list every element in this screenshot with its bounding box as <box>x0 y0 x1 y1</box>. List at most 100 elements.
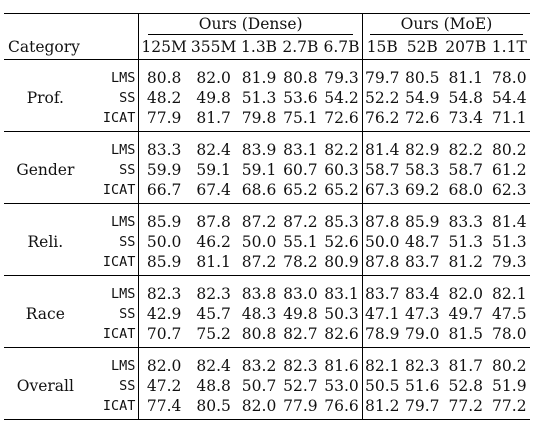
dense-value-cell: 77.9 <box>146 109 182 127</box>
dense-value-cell: 81.1 <box>196 253 231 271</box>
dense-value-cell: 80.8 <box>146 69 182 87</box>
dense-value-cell: 50.7 <box>241 377 277 395</box>
dense-value-cell: 79.8 <box>241 109 277 127</box>
dense-value-cell: 51.3 <box>241 89 277 107</box>
dense-value-cell: 82.4 <box>196 141 231 159</box>
dense-value-cell: 67.4 <box>196 181 231 199</box>
table-row: ICAT 85.9 81.1 87.2 78.2 80.9 87.8 83.7 81.2 79.3 <box>4 252 530 272</box>
dense-value-cell: 42.9 <box>146 305 182 323</box>
dense-value-cell: 80.5 <box>196 397 231 415</box>
moe-value-cell: 73.4 <box>448 109 484 127</box>
moe-value-cell: 58.3 <box>404 161 440 179</box>
moe-value-cell: 76.2 <box>361 108 402 128</box>
table-row: ICAT 66.7 67.4 68.6 65.2 65.2 67.3 69.2 68.0 62.3 <box>4 180 530 200</box>
moe-value-cell: 51.9 <box>492 377 527 395</box>
moe-value-cell: 87.8 <box>361 252 402 272</box>
moe-value-cell: 61.2 <box>492 161 527 179</box>
dense-value-cell: 59.9 <box>146 161 182 179</box>
moe-value-cell: 79.0 <box>404 325 440 343</box>
dense-value-cell: 82.7 <box>283 325 318 343</box>
moe-value-cell: 82.3 <box>404 357 440 375</box>
size-header: 2.7B <box>282 38 319 56</box>
dense-value-cell: 83.9 <box>241 141 277 159</box>
dense-value-cell: 81.6 <box>324 357 359 375</box>
dense-value-cell: 49.8 <box>283 305 318 323</box>
table-row: Gender LMS 83.3 82.4 83.9 83.1 82.2 81.4 82.9 82.… <box>4 140 530 179</box>
group-separator <box>4 275 530 284</box>
metric-label: ICAT <box>86 252 140 272</box>
moe-value-cell: 78.9 <box>361 324 402 344</box>
group-spacer <box>4 128 530 132</box>
group-separator <box>4 131 530 140</box>
dense-value-cell: 83.1 <box>283 141 318 159</box>
moe-value-cell: 82.2 <box>448 141 484 159</box>
moe-value-cell: 79.3 <box>492 253 527 271</box>
dense-value-cell: 52.6 <box>324 233 359 251</box>
dense-value-cell: 85.9 <box>146 213 182 231</box>
size-header: 52B <box>406 38 438 56</box>
group-separator <box>4 347 530 356</box>
metric-label: SS <box>86 88 140 108</box>
moe-value-cell: 87.8 <box>361 212 402 232</box>
dense-value-cell: 59.1 <box>241 161 277 179</box>
moe-value-cell: 83.7 <box>361 284 402 304</box>
table-row: Race LMS 82.3 82.3 83.8 83.0 83.1 83.7 83.4 82.0 8… <box>4 284 530 323</box>
dense-value-cell: 59.1 <box>196 161 231 179</box>
moe-value-cell: 81.2 <box>361 396 402 416</box>
moe-value-cell: 80.2 <box>492 141 527 159</box>
dense-value-cell: 83.2 <box>241 357 277 375</box>
moe-value-cell: 81.2 <box>448 253 484 271</box>
dense-value-cell: 50.0 <box>241 233 277 251</box>
table-row: SS 42.9 45.7 48.3 49.8 50.3 47.1 47.3 49.7 47.5 <box>4 304 530 324</box>
dense-value-cell: 55.1 <box>283 233 318 251</box>
group-separator <box>4 59 530 68</box>
moe-value-cell: 82.0 <box>448 285 484 303</box>
size-header: 15B <box>361 35 402 60</box>
moe-value-cell: 77.2 <box>492 397 527 415</box>
category-cell: Overall <box>16 377 74 395</box>
moe-value-cell: 58.7 <box>448 161 484 179</box>
moe-value-cell: 51.3 <box>492 233 527 251</box>
dense-value-cell: 83.8 <box>241 285 277 303</box>
dense-value-cell: 82.3 <box>283 357 318 375</box>
moe-group-header: Ours (MoE) <box>361 13 530 35</box>
dense-value-cell: 65.2 <box>283 181 318 199</box>
table-row: SS 50.0 46.2 50.0 55.1 52.6 50.0 48.7 51.3 51.3 <box>4 232 530 252</box>
dense-value-cell: 50.3 <box>324 305 359 323</box>
dense-value-cell: 83.3 <box>146 141 182 159</box>
table-row: SS 47.2 48.8 50.7 52.7 53.0 50.5 51.6 52.8 51.9 <box>4 376 530 396</box>
table-body: Ours (Dense) Ours (MoE) Category 125M 35… <box>4 13 530 420</box>
dense-value-cell: 54.2 <box>324 89 359 107</box>
dense-value-cell: 75.2 <box>196 325 231 343</box>
moe-value-cell: 47.5 <box>492 305 527 323</box>
dense-value-cell: 87.8 <box>196 213 231 231</box>
moe-value-cell: 80.5 <box>404 69 440 87</box>
table-row: Prof. LMS 80.8 82.0 81.9 80.8 79.3 79.7 80.5 81.1… <box>4 68 530 107</box>
dense-group-header: Ours (Dense) <box>139 14 363 35</box>
size-header: 1.1T <box>491 38 527 56</box>
dense-value-cell: 83.0 <box>283 285 318 303</box>
moe-value-cell: 78.0 <box>492 325 527 343</box>
moe-value-cell: 81.4 <box>492 213 527 231</box>
dense-value-cell: 81.9 <box>241 69 277 87</box>
table-row: SS 48.2 49.8 51.3 53.6 54.2 52.2 54.9 54.8 54.4 <box>4 88 530 108</box>
moe-value-cell: 82.9 <box>404 141 440 159</box>
dense-value-cell: 50.0 <box>146 233 182 251</box>
moe-value-cell: 79.7 <box>404 397 440 415</box>
moe-value-cell: 72.6 <box>404 109 440 127</box>
category-header: Category <box>8 38 80 56</box>
metric-label: ICAT <box>86 324 140 344</box>
moe-value-cell: 81.5 <box>448 325 484 343</box>
moe-value-cell: 50.5 <box>361 376 402 396</box>
group-separator <box>4 203 530 212</box>
metric-label: LMS <box>86 212 140 232</box>
metric-label: LMS <box>86 68 140 88</box>
moe-value-cell: 83.3 <box>448 213 484 231</box>
moe-value-cell: 58.7 <box>361 160 402 180</box>
metric-label: SS <box>86 376 140 396</box>
metric-label: ICAT <box>86 108 140 128</box>
dense-value-cell: 82.0 <box>241 397 277 415</box>
metric-label: LMS <box>86 140 140 160</box>
moe-value-cell: 51.3 <box>448 233 484 251</box>
group-spacer <box>4 344 530 348</box>
